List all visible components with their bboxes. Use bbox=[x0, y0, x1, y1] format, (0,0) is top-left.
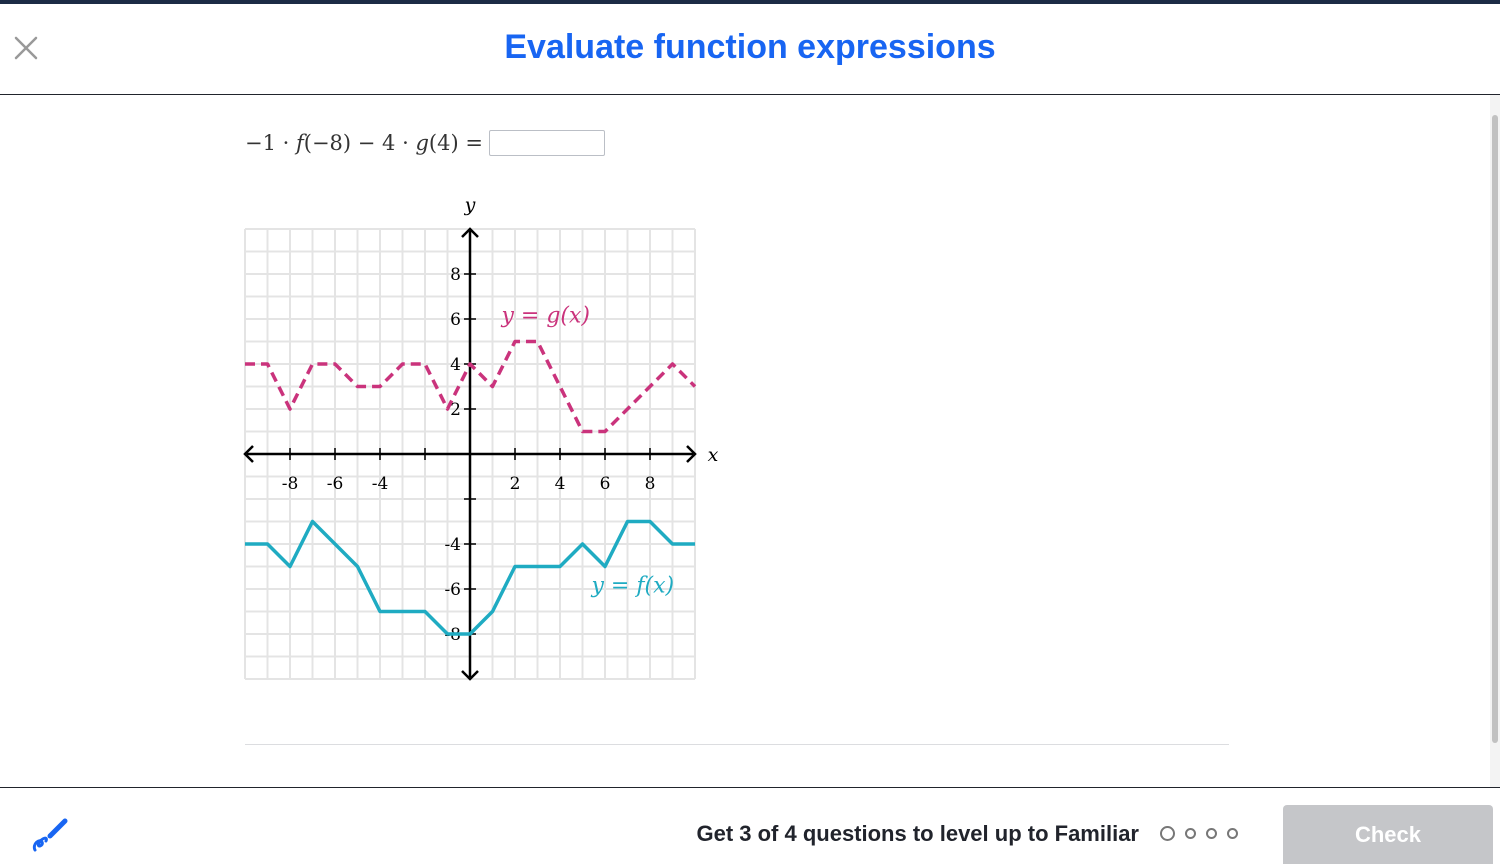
x-tick-label: 8 bbox=[645, 474, 656, 494]
scrollbar-thumb[interactable] bbox=[1492, 115, 1498, 743]
y-tick-label: 8 bbox=[450, 265, 461, 285]
series-label: y = f(x) bbox=[591, 573, 675, 598]
x-tick-label: 6 bbox=[600, 474, 611, 494]
problem-statement: −1 · f(−8) − 4 · g(4) = bbox=[245, 126, 605, 160]
expression-part: (−8) − 4 · bbox=[303, 131, 416, 155]
pencil-icon bbox=[32, 818, 68, 852]
top-strip bbox=[0, 0, 1500, 4]
divider bbox=[245, 744, 1229, 745]
x-axis-arrow bbox=[243, 445, 254, 463]
y-tick-label: 2 bbox=[450, 400, 461, 420]
y-tick-label: -6 bbox=[444, 580, 461, 600]
close-icon bbox=[14, 36, 38, 60]
cut-off-link bbox=[1070, 777, 1230, 787]
function-f-name: f bbox=[295, 131, 304, 155]
expression: −1 · f(−8) − 4 · g(4) = bbox=[245, 131, 483, 155]
g-series-line bbox=[245, 339, 697, 434]
x-tick-label: -4 bbox=[372, 474, 389, 494]
expression-part: −1 · bbox=[245, 131, 296, 155]
progress-dot bbox=[1206, 828, 1217, 839]
x-tick-label: -6 bbox=[327, 474, 344, 494]
x-tick-label: 2 bbox=[510, 474, 521, 494]
x-axis-arrow bbox=[686, 445, 697, 463]
x-tick-label: 4 bbox=[555, 474, 566, 494]
close-button[interactable] bbox=[8, 30, 44, 66]
y-tick-label: 4 bbox=[450, 355, 461, 375]
f-series-line bbox=[245, 519, 695, 636]
progress-dot bbox=[1185, 828, 1196, 839]
y-axis-arrow bbox=[461, 670, 479, 681]
series-label: y = g(x) bbox=[501, 303, 591, 328]
x-axis-label: x bbox=[708, 444, 719, 466]
y-tick-label: 6 bbox=[450, 310, 461, 330]
check-button[interactable]: Check bbox=[1283, 805, 1493, 864]
page-title: Evaluate function expressions bbox=[504, 28, 996, 66]
progress-dots bbox=[1160, 826, 1238, 841]
footer: Get 3 of 4 questions to level up to Fami… bbox=[0, 787, 1500, 864]
y-axis-arrow bbox=[461, 227, 479, 238]
y-tick-label: -4 bbox=[444, 535, 461, 555]
progress-dot bbox=[1227, 828, 1238, 839]
y-axis-label: y bbox=[464, 194, 476, 216]
answer-input[interactable] bbox=[488, 130, 605, 156]
x-tick-label: -8 bbox=[282, 474, 299, 494]
progress-text: Get 3 of 4 questions to level up to Fami… bbox=[696, 821, 1139, 846]
expression-part: (4) = bbox=[428, 131, 483, 155]
function-g-name: g bbox=[415, 131, 429, 155]
scratchpad-button[interactable] bbox=[30, 814, 70, 854]
header: Evaluate function expressions bbox=[0, 4, 1500, 95]
progress-dot bbox=[1160, 826, 1175, 841]
